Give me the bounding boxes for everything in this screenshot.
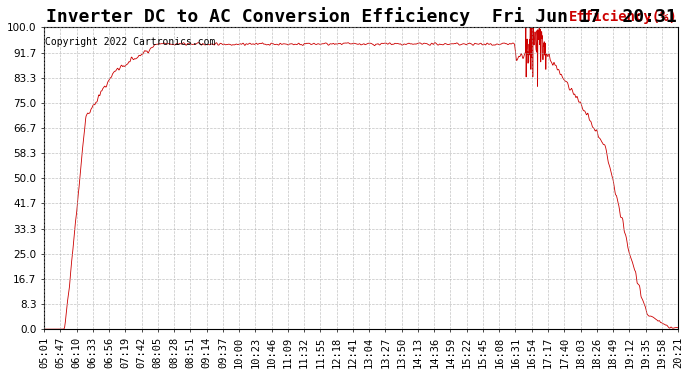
- Text: Copyright 2022 Cartronics.com: Copyright 2022 Cartronics.com: [45, 36, 215, 46]
- Title: Inverter DC to AC Conversion Efficiency  Fri Jun 17  20:31: Inverter DC to AC Conversion Efficiency …: [46, 7, 676, 26]
- Text: Efficiency(%): Efficiency(%): [569, 10, 678, 24]
